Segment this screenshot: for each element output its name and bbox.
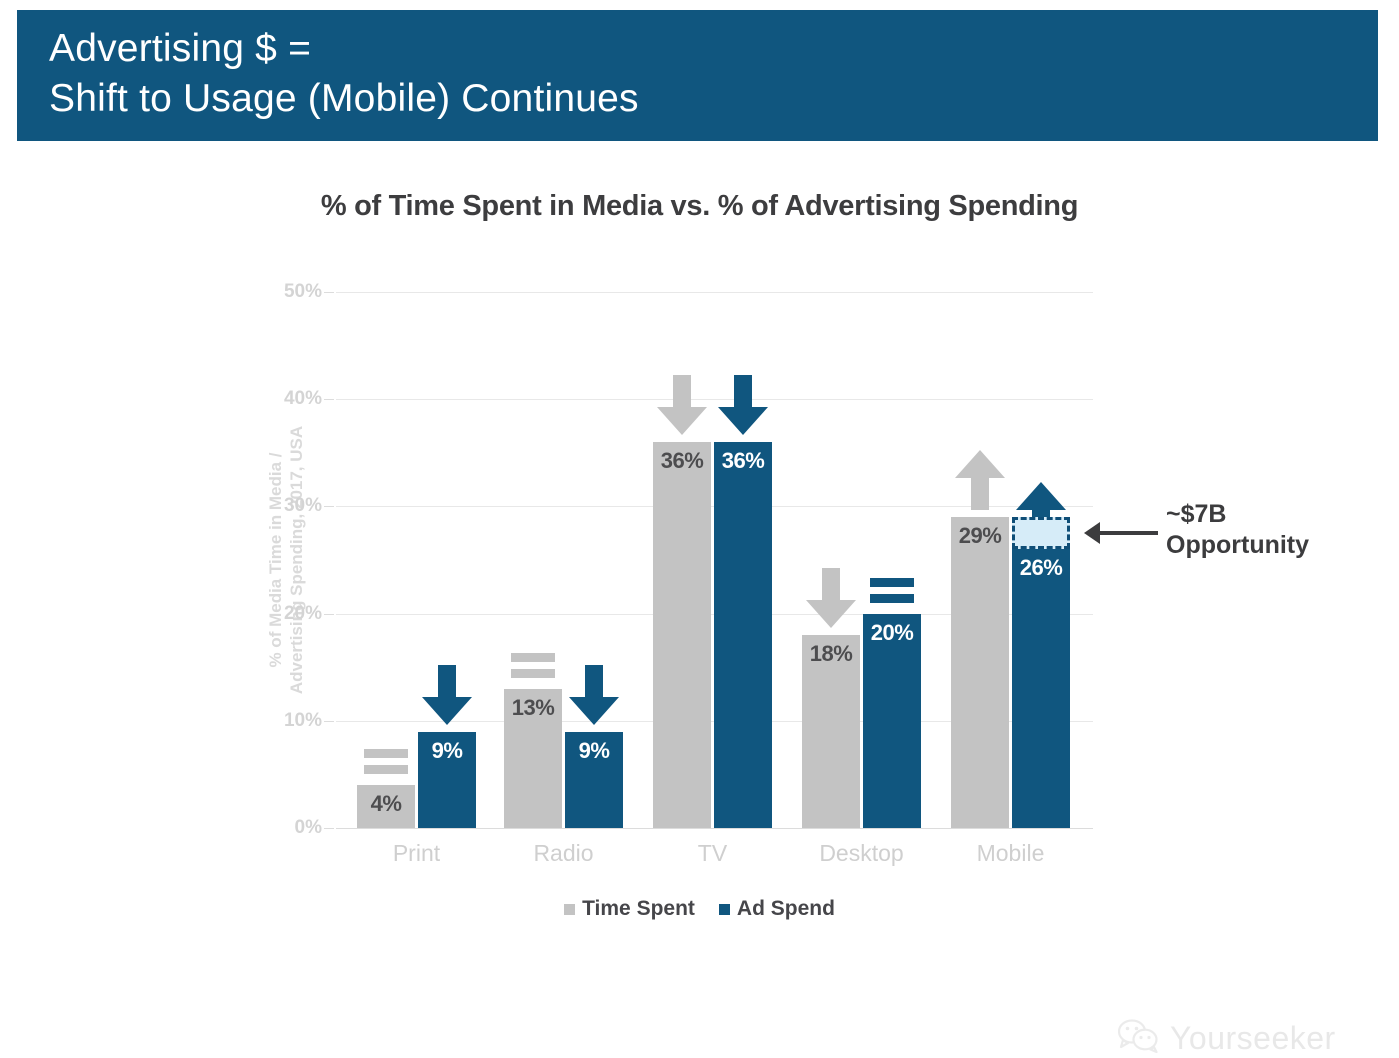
- y-tick-label: 20%: [283, 602, 322, 624]
- y-tick-label: 30%: [283, 495, 322, 517]
- bar-value-label: 4%: [370, 791, 402, 817]
- legend-swatch: [718, 903, 730, 915]
- bar-value-label: 36%: [721, 448, 765, 474]
- bar-value-label: 29%: [958, 523, 1002, 549]
- bar-desktop-ad-spend[interactable]: 20%: [863, 613, 921, 828]
- bar-mobile-time-spent[interactable]: 29%: [951, 517, 1009, 828]
- bar-value-label: 20%: [870, 619, 914, 645]
- y-tick-mark: [324, 613, 334, 615]
- legend-label: Ad Spend: [736, 897, 835, 920]
- trend-down-icon-radio-ad-spend: [568, 664, 620, 726]
- chart-legend: Time Spent Ad Spend: [0, 897, 1399, 921]
- y-tick-mark: [324, 828, 334, 829]
- bar-radio-time-spent[interactable]: 13%: [504, 688, 562, 828]
- trend-up-icon-mobile-time-spent: [954, 449, 1006, 511]
- watermark: Yourseeker: [1117, 1019, 1336, 1058]
- bar-tv-time-spent[interactable]: 36%: [653, 442, 711, 828]
- bar-value-label: 36%: [660, 448, 704, 474]
- trend-up-icon-mobile-ad-spend: [1015, 481, 1067, 543]
- y-tick-mark: [324, 506, 334, 508]
- chart-title: % of Time Spent in Media vs. % of Advert…: [320, 190, 1079, 222]
- opportunity-box: [1012, 517, 1070, 550]
- watermark-text: Yourseeker: [1170, 1020, 1336, 1056]
- y-tick-mark: [324, 720, 334, 722]
- y-tick-label: 0%: [294, 817, 322, 838]
- x-axis-label-mobile: Mobile: [976, 840, 1045, 866]
- trend-equal-icon-radio-time-spent: [510, 649, 556, 683]
- bar-radio-ad-spend[interactable]: 9%: [565, 731, 623, 828]
- x-axis-label-tv: TV: [697, 840, 728, 866]
- wechat-icon: [1117, 1019, 1160, 1058]
- trend-down-icon-tv-time-spent: [656, 374, 708, 436]
- opportunity-label: ~$7B Opportunity: [1166, 500, 1310, 560]
- trend-equal-icon-desktop-ad-spend: [869, 574, 915, 608]
- legend-swatch: [564, 903, 576, 915]
- bar-value-label: 18%: [809, 641, 853, 667]
- header-title-line-2: Shift to Usage (Mobile) Continues: [49, 77, 639, 120]
- chart-card: % of Time Spent in Media vs. % of Advert…: [0, 141, 1399, 1056]
- bar-value-label: 26%: [1019, 555, 1063, 581]
- gridline-40%: [336, 399, 1093, 401]
- header-title-line-1: Advertising $ =: [49, 27, 312, 70]
- trend-down-icon-tv-ad-spend: [717, 374, 769, 436]
- bar-value-label: 9%: [431, 737, 463, 763]
- bar-print-ad-spend[interactable]: 9%: [418, 731, 476, 828]
- legend-item-ad-spend[interactable]: Ad Spend: [718, 897, 835, 921]
- y-tick-mark: [324, 292, 334, 293]
- x-axis-label-radio: Radio: [533, 840, 594, 866]
- bar-desktop-time-spent[interactable]: 18%: [802, 635, 860, 828]
- gridline-50%: [336, 292, 1093, 293]
- bar-tv-ad-spend[interactable]: 36%: [714, 442, 772, 828]
- y-tick-label: 50%: [283, 281, 322, 302]
- trend-equal-icon-print-time-spent: [363, 745, 409, 779]
- bar-print-time-spent[interactable]: 4%: [357, 785, 415, 828]
- x-axis-label-desktop: Desktop: [819, 840, 904, 866]
- legend-item-time-spent[interactable]: Time Spent: [564, 897, 695, 921]
- y-tick-mark: [324, 399, 334, 401]
- bar-mobile-ad-spend[interactable]: 26%: [1012, 549, 1070, 828]
- gridline-0%: [336, 828, 1093, 829]
- trend-down-icon-print-ad-spend: [421, 664, 473, 726]
- x-axis-label-print: Print: [392, 840, 441, 866]
- legend-label: Time Spent: [582, 897, 695, 920]
- y-tick-label: 40%: [283, 388, 322, 410]
- plot-area: 0% 10% 20% 30% 40% 50% 4% 9% 13% 9% 36% 36% 18% 20% 2…: [284, 281, 1309, 866]
- bar-value-label: 9%: [578, 737, 610, 763]
- header-banner: Advertising $ = Shift to Usage (Mobile) …: [17, 10, 1378, 141]
- y-tick-label: 10%: [283, 709, 322, 731]
- y-axis-label: % of Media Time in Media / Advertising S…: [266, 425, 306, 695]
- trend-down-icon-desktop-time-spent: [805, 567, 857, 629]
- opportunity-arrow-icon: [1084, 522, 1158, 545]
- bar-value-label: 13%: [511, 694, 555, 720]
